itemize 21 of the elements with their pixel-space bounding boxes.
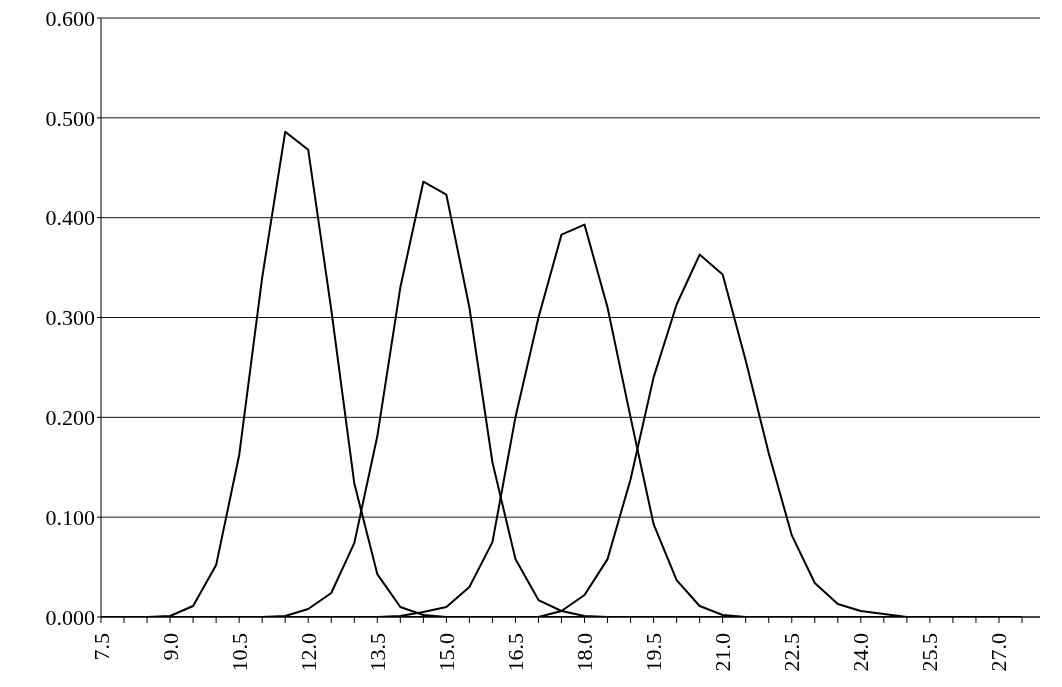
y-tick-label: 0.600 (45, 5, 95, 31)
x-tick-label: 19.5 (641, 633, 667, 672)
y-tick-label: 0.000 (45, 604, 95, 630)
y-tick-label: 0.100 (45, 504, 95, 530)
y-tick-label: 0.500 (45, 105, 95, 131)
x-tick-label: 25.5 (917, 633, 943, 672)
x-tick-label: 7.5 (88, 633, 114, 661)
x-tick-label: 9.0 (157, 633, 183, 661)
y-tick-label: 0.200 (45, 405, 95, 431)
y-tick-label: 0.400 (45, 205, 95, 231)
x-tick-label: 21.0 (710, 633, 736, 672)
x-tick-label: 12.0 (295, 633, 321, 672)
x-tick-label: 22.5 (779, 633, 805, 672)
x-tick-label: 10.5 (226, 633, 252, 672)
x-tick-label: 24.0 (848, 633, 874, 672)
x-tick-label: 16.5 (502, 633, 528, 672)
x-tick-label: 15.0 (433, 633, 459, 672)
x-tick-label: 27.0 (986, 633, 1012, 672)
x-tick-label: 18.0 (572, 633, 598, 672)
x-tick-label: 13.5 (364, 633, 390, 672)
y-tick-label: 0.300 (45, 305, 95, 331)
